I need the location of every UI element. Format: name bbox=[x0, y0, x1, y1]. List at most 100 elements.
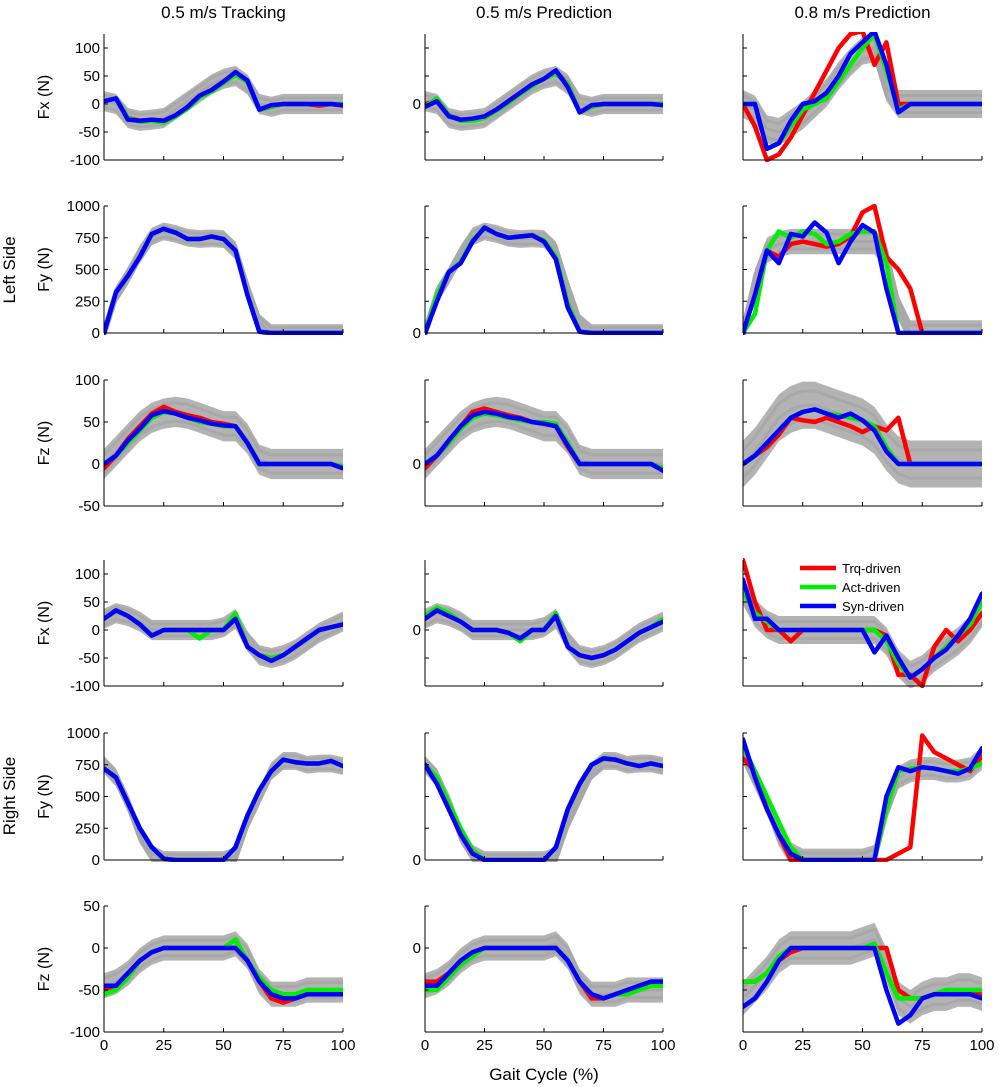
y-tick-label: 250 bbox=[75, 293, 100, 310]
panel-r4-c2: 0 bbox=[413, 560, 664, 687]
y-tick-label: 0 bbox=[92, 940, 100, 957]
y-axis-label: Fy (N) bbox=[36, 774, 53, 818]
side-label-left-side: Left Side bbox=[0, 236, 19, 303]
y-tick-label: 1000 bbox=[67, 725, 100, 742]
experimental-trial-line bbox=[104, 401, 343, 457]
series-line-syn-driven bbox=[743, 407, 982, 467]
y-axis-label: Fx (N) bbox=[36, 601, 53, 645]
experimental-band bbox=[743, 922, 982, 1024]
y-tick-label: 0 bbox=[413, 852, 421, 869]
plot-area bbox=[104, 222, 343, 335]
y-tick-label: -50 bbox=[78, 124, 100, 141]
experimental-band bbox=[425, 396, 663, 480]
x-tick-label: 50 bbox=[536, 1037, 553, 1054]
experimental-trial-line bbox=[425, 934, 663, 989]
legend-label-syn-driven: Syn-driven bbox=[842, 599, 904, 614]
plot-area bbox=[425, 752, 663, 862]
experimental-trial-line bbox=[743, 389, 982, 452]
series-line-syn-driven bbox=[425, 608, 663, 661]
experimental-trial-line bbox=[104, 605, 343, 654]
x-tick-label: 75 bbox=[914, 1037, 931, 1054]
column-title-0-5-m-s-prediction: 0.5 m/s Prediction bbox=[476, 3, 612, 22]
experimental-trial-line bbox=[425, 605, 663, 654]
experimental-trial-line bbox=[425, 759, 663, 862]
experimental-trial-line bbox=[743, 581, 982, 668]
y-tick-label: 0 bbox=[413, 325, 421, 342]
series-line-syn-driven bbox=[104, 945, 343, 1001]
y-tick-label: 0 bbox=[413, 456, 421, 473]
series-line-syn-driven bbox=[425, 68, 663, 122]
panel-r6-c1: -100 -50 0 50 Fz (N) 0 25 50 75 100 bbox=[36, 898, 356, 1054]
experimental-trial-line bbox=[104, 419, 343, 475]
x-tick-label: 25 bbox=[155, 1037, 172, 1054]
y-tick-label: -100 bbox=[70, 1024, 100, 1041]
panel-r4-c3 bbox=[742, 558, 983, 688]
series-line-syn-driven bbox=[743, 945, 982, 1026]
series-line-syn-driven bbox=[104, 69, 343, 124]
x-tick-label: 75 bbox=[595, 1037, 612, 1054]
plot-area bbox=[425, 65, 663, 131]
y-tick-label: 50 bbox=[83, 898, 100, 915]
y-tick-label: -50 bbox=[78, 650, 100, 667]
y-tick-label: 50 bbox=[83, 68, 100, 85]
y-tick-label: -100 bbox=[70, 152, 100, 169]
experimental-band bbox=[104, 396, 343, 480]
x-axis-label: Gait Cycle (%) bbox=[489, 1065, 599, 1084]
experimental-trial-line bbox=[425, 617, 663, 666]
y-tick-label: 100 bbox=[75, 372, 100, 389]
plot-area bbox=[425, 396, 663, 480]
series-line-syn-driven bbox=[104, 757, 343, 862]
x-tick-label: 75 bbox=[275, 1037, 292, 1054]
experimental-trial-line bbox=[425, 764, 663, 862]
experimental-trial-line bbox=[425, 80, 663, 129]
panel-r3-c3 bbox=[742, 379, 983, 507]
plot-area bbox=[104, 603, 343, 669]
y-axis-label: Fy (N) bbox=[36, 247, 53, 291]
experimental-band bbox=[425, 603, 663, 669]
series-line-syn-driven bbox=[104, 408, 343, 471]
experimental-trial-line bbox=[104, 764, 343, 862]
experimental-trial-line bbox=[425, 401, 663, 457]
panel-r5-c3 bbox=[742, 732, 983, 862]
y-tick-label: 50 bbox=[83, 594, 100, 611]
panel-r5-c2: 0 bbox=[413, 732, 664, 869]
experimental-trial-line bbox=[425, 68, 663, 117]
y-tick-label: 1000 bbox=[67, 198, 100, 215]
y-tick-label: 750 bbox=[75, 757, 100, 774]
panel-r4-c1: -100 -50 0 50 100 Fx (N) bbox=[36, 560, 344, 695]
legend-label-trq-driven: Trq-driven bbox=[842, 561, 901, 576]
plot-area bbox=[743, 381, 982, 488]
plot-area bbox=[743, 733, 982, 862]
panel-r6-c3: 0 25 50 75 100 bbox=[739, 905, 995, 1054]
series-line-syn-driven bbox=[425, 945, 663, 1001]
y-tick-label: 0 bbox=[413, 622, 421, 639]
panel-r3-c1: -50 0 50 100 Fz (N) bbox=[36, 372, 344, 515]
experimental-trial-line bbox=[425, 949, 663, 1004]
x-tick-label: 0 bbox=[100, 1037, 108, 1054]
panel-r3-c2: 0 bbox=[413, 379, 664, 507]
x-tick-label: 0 bbox=[421, 1037, 429, 1054]
column-title-0-8-m-s-prediction: 0.8 m/s Prediction bbox=[794, 3, 930, 22]
y-tick-label: 0 bbox=[92, 96, 100, 113]
plot-area bbox=[425, 931, 663, 1007]
y-tick-label: 0 bbox=[413, 940, 421, 957]
series-line-syn-driven bbox=[425, 409, 663, 473]
plot-area bbox=[743, 558, 982, 688]
plot-area bbox=[104, 752, 343, 862]
series-line-syn-driven bbox=[104, 608, 343, 664]
series-line-syn-driven bbox=[743, 32, 982, 152]
y-tick-label: 500 bbox=[75, 789, 100, 806]
panel-r5-c1: 0 250 500 750 1000 Fy (N) bbox=[36, 725, 344, 869]
panel-r2-c3 bbox=[742, 204, 983, 335]
x-tick-label: 50 bbox=[215, 1037, 232, 1054]
experimental-trial-line bbox=[104, 934, 343, 989]
y-tick-label: 100 bbox=[75, 566, 100, 583]
panel-r1-c3 bbox=[742, 32, 983, 162]
y-tick-label: 750 bbox=[75, 230, 100, 247]
x-tick-label: 100 bbox=[650, 1037, 675, 1054]
experimental-trial-line bbox=[743, 928, 982, 999]
experimental-trial-line bbox=[104, 949, 343, 1004]
plot-area bbox=[425, 222, 663, 335]
plot-area bbox=[743, 32, 982, 162]
y-tick-label: 0 bbox=[92, 852, 100, 869]
